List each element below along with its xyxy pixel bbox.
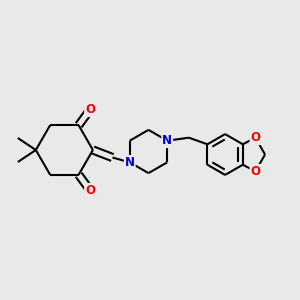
Text: N: N bbox=[162, 134, 172, 147]
Text: O: O bbox=[250, 165, 260, 178]
Text: O: O bbox=[250, 131, 260, 144]
Text: O: O bbox=[85, 184, 95, 197]
Text: O: O bbox=[85, 103, 95, 116]
Text: N: N bbox=[125, 156, 135, 169]
